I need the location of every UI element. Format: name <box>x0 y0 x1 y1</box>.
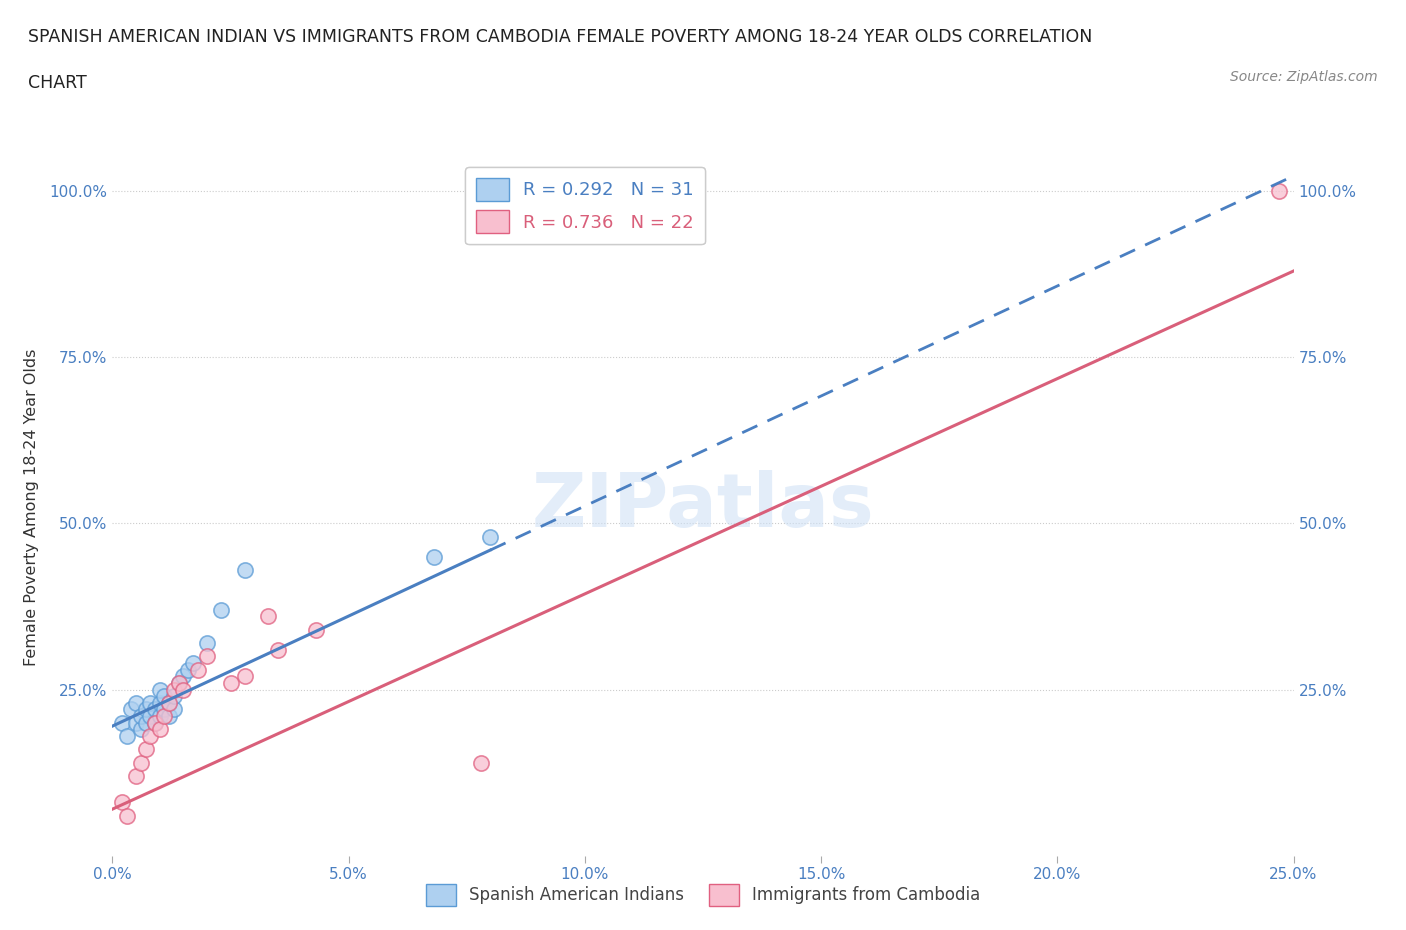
Point <box>470 755 492 770</box>
Point <box>1268 184 1291 199</box>
Point <box>111 715 134 730</box>
Point <box>149 696 172 711</box>
Point <box>153 709 176 724</box>
Point <box>129 755 152 770</box>
Point <box>181 656 204 671</box>
Text: SPANISH AMERICAN INDIAN VS IMMIGRANTS FROM CAMBODIA FEMALE POVERTY AMONG 18-24 Y: SPANISH AMERICAN INDIAN VS IMMIGRANTS FR… <box>28 28 1092 46</box>
Point <box>257 609 280 624</box>
Point <box>139 728 162 743</box>
Text: ZIPatlas: ZIPatlas <box>531 471 875 543</box>
Point <box>135 742 157 757</box>
Point <box>149 709 172 724</box>
Point <box>129 709 152 724</box>
Point <box>143 715 166 730</box>
Point <box>163 702 186 717</box>
Point <box>120 702 142 717</box>
Point <box>125 696 148 711</box>
Point <box>153 702 176 717</box>
Point <box>125 715 148 730</box>
Point <box>157 709 180 724</box>
Point <box>143 715 166 730</box>
Point <box>163 682 186 697</box>
Point <box>149 682 172 697</box>
Point <box>125 768 148 783</box>
Point <box>219 675 242 690</box>
Point <box>195 635 218 650</box>
Point <box>479 529 502 544</box>
Point <box>209 603 232 618</box>
Legend: R = 0.292   N = 31, R = 0.736   N = 22: R = 0.292 N = 31, R = 0.736 N = 22 <box>465 167 704 245</box>
Point <box>111 795 134 810</box>
Point <box>135 702 157 717</box>
Point <box>233 563 256 578</box>
Point <box>115 728 138 743</box>
Point <box>163 689 186 704</box>
Point <box>177 662 200 677</box>
Point <box>186 662 208 677</box>
Point <box>195 649 218 664</box>
Point <box>167 675 190 690</box>
Point <box>153 689 176 704</box>
Point <box>172 682 194 697</box>
Point <box>135 715 157 730</box>
Text: CHART: CHART <box>28 74 87 92</box>
Point <box>233 669 256 684</box>
Point <box>304 622 326 637</box>
Point <box>157 696 180 711</box>
Text: Source: ZipAtlas.com: Source: ZipAtlas.com <box>1230 70 1378 84</box>
Point <box>115 808 138 823</box>
Point <box>143 702 166 717</box>
Point <box>172 669 194 684</box>
Point <box>422 550 444 565</box>
Point <box>149 722 172 737</box>
Point <box>129 722 152 737</box>
Point <box>167 675 190 690</box>
Point <box>139 709 162 724</box>
Point <box>139 696 162 711</box>
Point <box>157 696 180 711</box>
Y-axis label: Female Poverty Among 18-24 Year Olds: Female Poverty Among 18-24 Year Olds <box>24 348 38 666</box>
Legend: Spanish American Indians, Immigrants from Cambodia: Spanish American Indians, Immigrants fro… <box>419 878 987 912</box>
Point <box>267 643 290 658</box>
